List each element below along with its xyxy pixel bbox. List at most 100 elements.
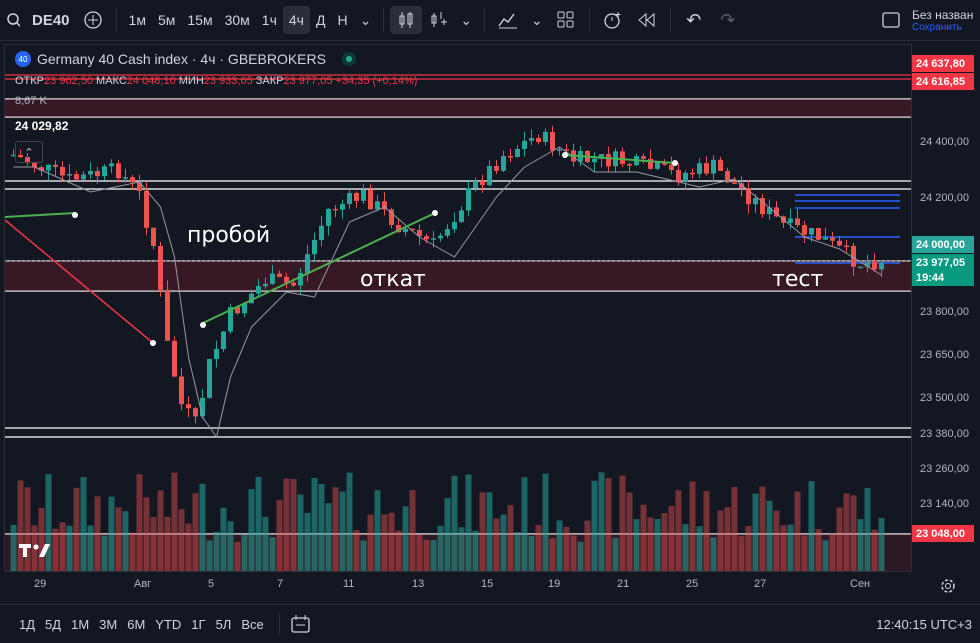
- price-label: 24 200,00: [920, 192, 969, 204]
- range-1y[interactable]: 1Г: [191, 616, 206, 632]
- volume-bar: [283, 478, 290, 571]
- volume-bar: [556, 520, 563, 571]
- volume-bar: [696, 526, 703, 571]
- candle-body: [151, 227, 156, 246]
- candle-body: [529, 138, 534, 141]
- settings-gear-icon[interactable]: [938, 576, 958, 596]
- candle-body: [375, 201, 380, 210]
- date-range-icon[interactable]: [290, 614, 312, 634]
- candle-body: [697, 163, 702, 174]
- range-5d[interactable]: 5Д: [45, 616, 62, 632]
- volume-bar: [808, 481, 815, 571]
- volume-bar: [843, 493, 850, 571]
- volume-bar: [752, 493, 759, 571]
- candles-icon[interactable]: [390, 6, 423, 34]
- candle-body: [144, 190, 149, 228]
- fullscreen-icon[interactable]: [876, 6, 906, 34]
- chevron-down-icon[interactable]: ⌄: [460, 11, 473, 28]
- chart-canvas[interactable]: [5, 45, 912, 572]
- volume-bar: [227, 521, 234, 571]
- candle-body: [564, 149, 569, 151]
- volume-bar: [871, 529, 878, 571]
- chevron-down-icon[interactable]: ⌄: [531, 11, 543, 28]
- layout-title[interactable]: Без назван Сохранить: [906, 8, 980, 33]
- chevron-down-icon[interactable]: ⌄: [359, 11, 372, 28]
- range-1d[interactable]: 1Д: [19, 616, 36, 632]
- timeframe-day[interactable]: Д: [315, 12, 326, 28]
- undo-icon[interactable]: ↶: [686, 9, 702, 30]
- volume-bar: [87, 525, 94, 571]
- volume-bar: [52, 528, 59, 571]
- volume-bar: [682, 524, 689, 571]
- volume-bar: [402, 506, 409, 571]
- redo-icon[interactable]: ↷: [720, 9, 736, 30]
- timeframe-1h[interactable]: 1ч: [261, 12, 277, 28]
- range-ytd[interactable]: YTD: [155, 616, 182, 632]
- volume-bar: [409, 490, 416, 571]
- volume-bar: [577, 541, 584, 571]
- range-5y[interactable]: 5Л: [215, 616, 232, 632]
- price-tag-resistance-2: 24 616,85: [912, 73, 974, 90]
- symbol-search-icon[interactable]: [0, 6, 26, 34]
- volume-bar: [234, 541, 241, 571]
- candle-body: [494, 165, 499, 171]
- range-1m[interactable]: 1М: [71, 616, 90, 632]
- timeframe-5m[interactable]: 5м: [157, 12, 176, 28]
- add-symbol-icon[interactable]: [76, 6, 110, 34]
- save-button[interactable]: Сохранить: [912, 21, 962, 33]
- timeframe-week[interactable]: Н: [337, 12, 348, 28]
- timeframe-4h[interactable]: 4ч: [282, 6, 310, 34]
- candle-body: [844, 245, 849, 248]
- volume-bar: [864, 488, 871, 571]
- volume-bar: [45, 474, 52, 571]
- candle-body: [620, 151, 625, 165]
- left-price-label: 24 029,82: [15, 119, 69, 133]
- candle-body: [179, 376, 184, 405]
- price-tag-level: 24 000,00: [912, 236, 974, 253]
- price-label: 24 400,00: [920, 136, 969, 148]
- timeframe-30m[interactable]: 30м: [224, 12, 250, 28]
- volume-bar: [738, 536, 745, 571]
- volume-bar: [129, 532, 136, 571]
- top-toolbar: DE40 1м 5м 15м 30м 1ч 4ч Д Н ⌄ ⌄ ⌄ ↶ ↷ Б…: [0, 0, 980, 41]
- range-all[interactable]: Все: [241, 616, 264, 632]
- candle-body: [550, 131, 555, 151]
- volume-bar: [444, 498, 451, 571]
- chart-type-icon[interactable]: [491, 6, 525, 34]
- timeframe-15m[interactable]: 15м: [187, 12, 213, 28]
- time-label: Авг: [134, 578, 152, 590]
- legend-title[interactable]: Germany 40 Cash index · 4ч · GBEBROKERS: [37, 51, 326, 67]
- chart-pane[interactable]: 40 Germany 40 Cash index · 4ч · GBEBROKE…: [4, 44, 912, 572]
- indicators-icon[interactable]: [422, 6, 454, 34]
- range-3m[interactable]: 3М: [99, 616, 118, 632]
- volume-bar: [430, 539, 437, 571]
- time-scale[interactable]: 29 Авг 5 7 11 13 15 19 21 25 27 Сен: [4, 572, 912, 598]
- price-scale[interactable]: 24 637,80 24 616,85 24 400,00 24 200,00 …: [912, 44, 980, 572]
- timeframe-1m[interactable]: 1м: [128, 12, 146, 28]
- symbol-name[interactable]: DE40: [32, 11, 70, 29]
- candle-body: [298, 272, 303, 286]
- collapse-legend-button[interactable]: ⌃: [15, 141, 43, 163]
- volume-bar: [710, 537, 717, 571]
- volume-bar: [801, 535, 808, 571]
- layout-grid-icon[interactable]: [549, 6, 583, 34]
- candle-body: [739, 183, 744, 189]
- volume-bar: [416, 534, 423, 571]
- anchor-point: [432, 210, 438, 216]
- volume-bar: [122, 511, 129, 571]
- volume-bar: [248, 489, 255, 571]
- time-label: 27: [754, 578, 767, 590]
- symbol-logo: 40: [15, 51, 31, 67]
- candle-body: [74, 174, 79, 180]
- alert-clock-icon[interactable]: [596, 6, 630, 34]
- candle-body: [81, 174, 86, 180]
- clock[interactable]: 12:40:15 UTC+3: [876, 616, 972, 632]
- volume-bar: [507, 505, 514, 571]
- candle-body: [725, 170, 730, 183]
- candle-body: [837, 240, 842, 246]
- candle-body: [312, 239, 317, 255]
- replay-icon[interactable]: [630, 6, 664, 34]
- range-6m[interactable]: 6М: [127, 616, 146, 632]
- change-value: +34,35 (+0,14%): [335, 75, 418, 87]
- candle-body: [480, 180, 485, 186]
